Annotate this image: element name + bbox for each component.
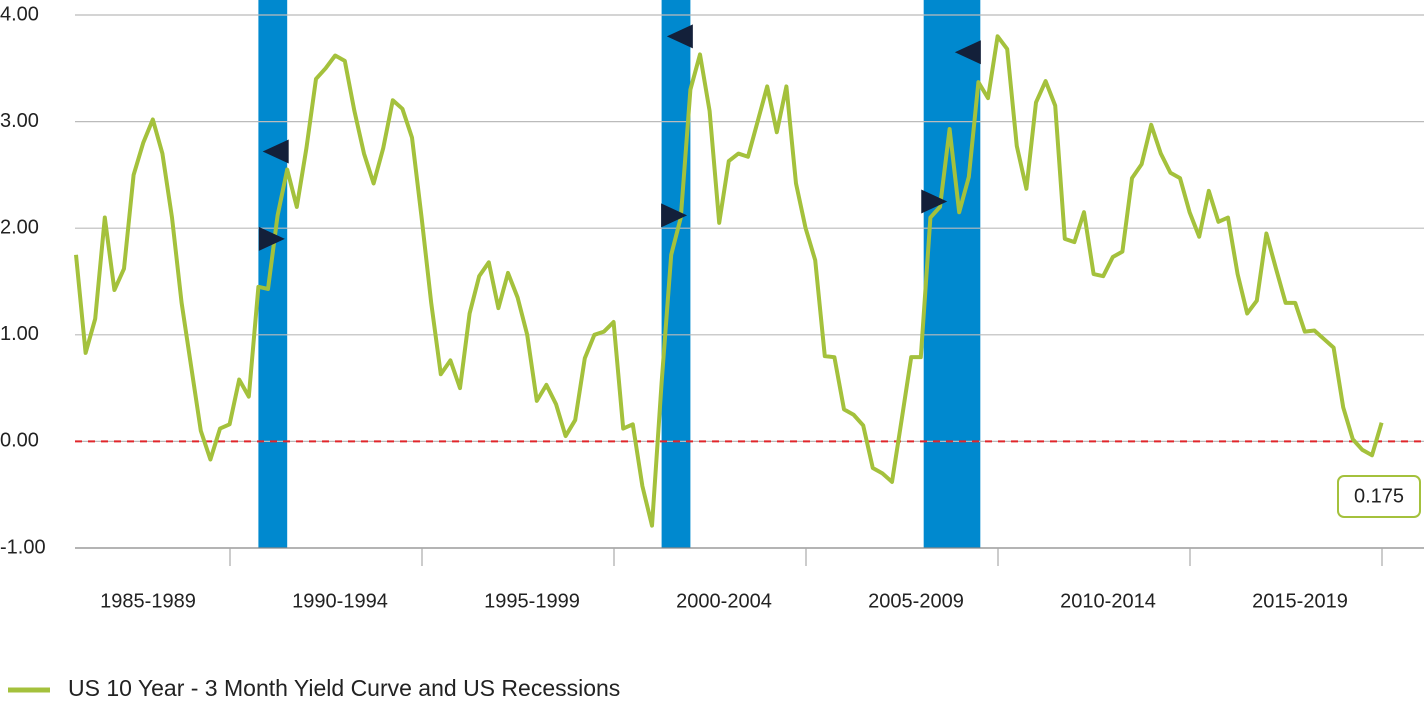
x-tick-label: 2000-2004 (676, 590, 772, 612)
y-tick-label: 0.00 (0, 430, 39, 452)
x-tick-label: 1990-1994 (292, 590, 388, 612)
y-tick-label: 2.00 (0, 216, 39, 238)
y-tick-label: 3.00 (0, 110, 39, 132)
legend-label: US 10 Year - 3 Month Yield Curve and US … (68, 675, 620, 701)
x-tick-label: 2015-2019 (1252, 590, 1348, 612)
recession-band (661, 0, 691, 548)
recession-band (258, 0, 288, 548)
marker (262, 139, 289, 164)
marker (666, 24, 693, 49)
x-tick-label: 1985-1989 (100, 590, 196, 612)
annotation-label: 0.175 (1354, 485, 1404, 507)
marker (921, 189, 948, 214)
annotation-box (1337, 475, 1421, 518)
y-tick-label: -1.00 (0, 536, 46, 558)
recession-band (923, 0, 981, 548)
marker (661, 203, 688, 228)
y-tick-label: 4.00 (0, 3, 39, 25)
x-tick-label: 2010-2014 (1060, 590, 1156, 612)
x-tick-label: 1995-1999 (484, 590, 580, 612)
marker (258, 226, 285, 251)
x-tick-label: 2005-2009 (868, 590, 964, 612)
line-series (74, 34, 1384, 528)
y-tick-label: 1.00 (0, 323, 39, 345)
marker (954, 40, 981, 65)
